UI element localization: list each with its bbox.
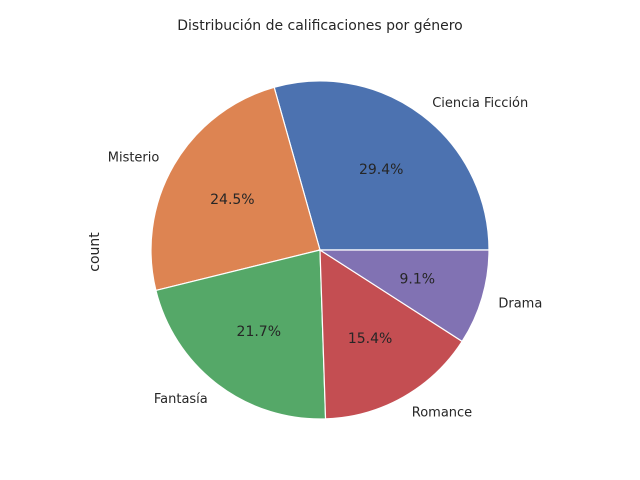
pie-value-label: 29.4% [359, 162, 403, 178]
pie-value-label: 24.5% [210, 192, 254, 208]
pie-slice-misterio [150, 86, 321, 292]
pie-slice-romance [319, 248, 464, 420]
pie-slices [150, 80, 490, 420]
pie-category-label: Drama [498, 296, 542, 311]
pie-category-label: Fantasía [154, 392, 208, 407]
pie-category-label: Misterio [108, 150, 160, 165]
pie-slice-drama [317, 249, 490, 343]
pie-slice-fantasia [155, 249, 327, 420]
y-axis-label: count [87, 232, 103, 272]
pie-category-label: Ciencia Ficción [432, 96, 528, 111]
chart-title: Distribución de calificaciones por géner… [177, 18, 462, 34]
pie-labels: 29.4% Ciencia Ficción 24.5% Misterio 21.7% Fa… [108, 96, 543, 421]
pie-category-label: Romance [412, 406, 472, 421]
pie-slice-ciencia-ficcion [273, 80, 490, 251]
pie-value-label: 21.7% [237, 324, 281, 340]
pie-value-label: 9.1% [400, 272, 436, 288]
pie-value-label: 15.4% [348, 331, 392, 347]
